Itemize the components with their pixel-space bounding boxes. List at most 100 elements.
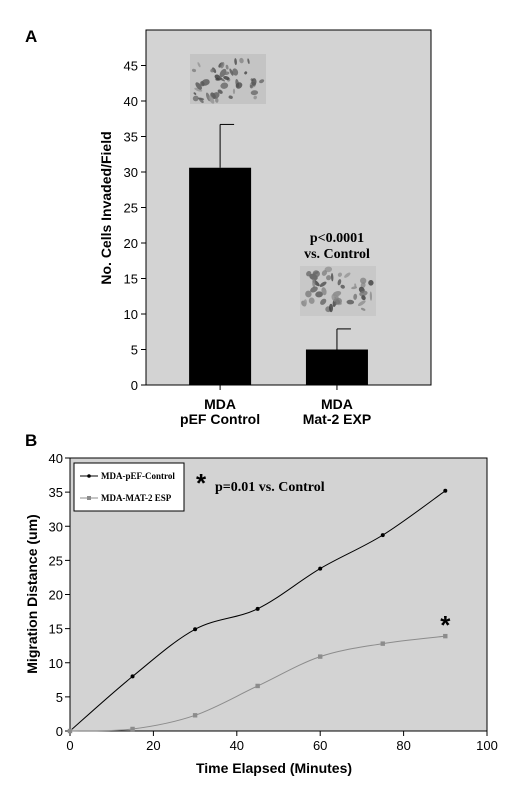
y-tick-label: 45: [124, 59, 138, 74]
cell-spot: [219, 68, 227, 78]
x-tick-label: 60: [313, 738, 327, 753]
panel-a-bars: [189, 123, 368, 390]
cell-spot: [315, 291, 323, 298]
panel-b-series: [67, 488, 448, 734]
y-tick-label: 20: [49, 588, 63, 603]
cell-spot: [193, 92, 197, 95]
micrograph-cells: [191, 57, 265, 104]
legend-marker-mat2: [87, 496, 91, 500]
cell-spot: [360, 277, 367, 284]
panel-b-x-axis-label: Time Elapsed (Minutes): [196, 760, 352, 776]
cell-spot: [344, 272, 351, 278]
cell-spot: [305, 290, 312, 298]
panel-b-legend: MDA-pEF-Control MDA-MAT-2 ESP: [73, 462, 185, 512]
data-point: [318, 566, 323, 571]
panel-b-end-star: *: [440, 610, 451, 640]
x-tick-label: 100: [476, 738, 498, 753]
cell-spot: [368, 280, 374, 286]
cell-spot: [330, 273, 334, 282]
x-category-label: Mat-2 EXP: [303, 411, 371, 427]
cell-spot: [310, 286, 318, 293]
panel-b-annotation-star: *: [196, 468, 207, 498]
panel-b-y-axis-label: Migration Distance (um): [24, 514, 40, 673]
cell-spot: [223, 76, 230, 80]
cell-spot: [208, 95, 215, 104]
cell-spot: [234, 58, 237, 66]
data-point: [130, 726, 135, 732]
panel-a-annotation-line2: vs. Control: [304, 247, 370, 262]
data-point: [318, 654, 323, 659]
data-point: [193, 627, 198, 632]
cell-spot: [192, 95, 199, 102]
legend-entry-mat2: MDA-MAT-2 ESP: [101, 493, 172, 503]
cell-spot: [320, 298, 327, 305]
micrograph-control: [190, 54, 266, 104]
y-tick-label: 10: [49, 656, 63, 671]
cell-spot: [340, 284, 345, 289]
panel-a-label: A: [25, 27, 37, 46]
x-tick-label: 40: [230, 738, 244, 753]
panel-b-axes: 0 5 10 15 20 25 30 35 40 0 20 40 60 80 100: [49, 451, 498, 753]
cell-spot: [217, 89, 223, 94]
cell-spot: [228, 95, 233, 99]
cell-spot: [328, 303, 334, 313]
cell-spot: [360, 282, 366, 289]
data-point: [255, 683, 260, 689]
cell-spot: [250, 90, 259, 96]
cell-spot: [249, 84, 253, 89]
x-category-label: pEF Control: [180, 411, 260, 427]
panel-a: A 0 5 10 15 20 25 30 35 40 45 No. Cells Invaded/F…: [25, 27, 432, 427]
cell-spot: [235, 82, 243, 89]
cell-spot: [321, 287, 327, 296]
cell-spot: [244, 71, 248, 75]
data-point: [443, 488, 448, 493]
cell-spot: [215, 97, 219, 103]
cell-spot: [319, 281, 327, 287]
panel-a-plot-area: [145, 29, 432, 386]
cell-spot: [354, 283, 357, 288]
cell-spot: [210, 68, 215, 73]
panel-a-y-axis-label: No. Cells Invaded/Field: [98, 131, 114, 284]
x-tick-label: 20: [146, 738, 160, 753]
data-point: [380, 533, 385, 538]
cell-spot: [220, 62, 225, 69]
cell-spot: [361, 295, 366, 301]
data-point: [67, 728, 73, 734]
y-tick-label: 0: [131, 378, 138, 393]
cell-spot: [201, 79, 210, 86]
cell-spot: [251, 78, 257, 86]
cell-spot: [217, 76, 226, 82]
cell-spot: [232, 68, 239, 76]
y-tick-label: 25: [124, 201, 138, 216]
cell-spot: [220, 82, 229, 89]
panel-b-label: B: [25, 431, 37, 450]
cell-spot: [337, 279, 342, 286]
legend-marker-control: [87, 474, 91, 478]
cell-spot: [191, 68, 197, 73]
x-category-label: MDA: [204, 396, 236, 412]
x-category-label: MDA: [321, 396, 353, 412]
cell-spot: [335, 297, 342, 305]
cell-spot: [259, 79, 265, 84]
y-tick-label: 5: [56, 690, 63, 705]
x-tick-label: 0: [66, 738, 73, 753]
cell-spot: [312, 271, 319, 276]
y-tick-label: 10: [124, 307, 138, 322]
y-tick-label: 35: [124, 130, 138, 145]
y-tick-label: 0: [56, 724, 63, 739]
cell-spot: [359, 290, 368, 297]
y-tick-label: 20: [124, 236, 138, 251]
y-tick-label: 15: [124, 272, 138, 287]
y-tick-label: 15: [49, 622, 63, 637]
data-point: [255, 606, 260, 611]
cell-spot: [337, 272, 342, 277]
cell-spot: [346, 299, 355, 305]
y-tick-label: 35: [49, 485, 63, 500]
cell-spot: [223, 71, 230, 76]
data-point: [192, 713, 198, 718]
data-point: [380, 641, 385, 646]
y-tick-label: 40: [49, 451, 63, 466]
micrograph-cells: [301, 266, 374, 313]
y-tick-label: 30: [124, 165, 138, 180]
